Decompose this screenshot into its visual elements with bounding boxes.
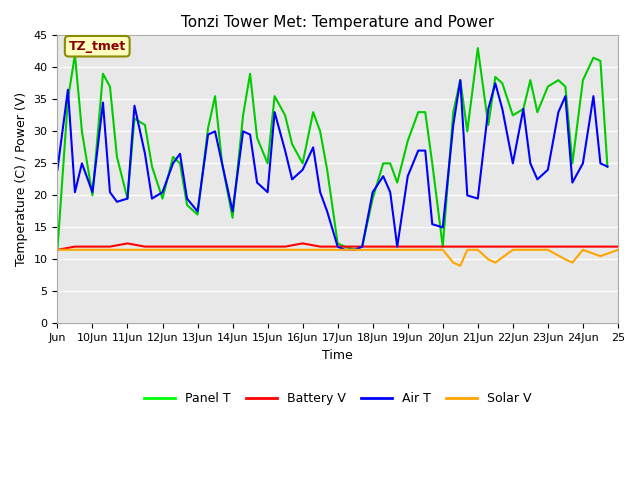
Battery V <box>176 244 184 250</box>
Solar V <box>124 247 131 252</box>
Battery V <box>316 244 324 250</box>
Panel T <box>54 247 61 252</box>
Battery V <box>404 244 412 250</box>
Panel T <box>323 167 331 173</box>
Battery V <box>544 244 552 250</box>
Solar V <box>194 247 202 252</box>
Solar V <box>299 247 307 252</box>
Solar V <box>334 247 342 252</box>
Battery V <box>54 247 61 252</box>
Battery V <box>334 244 342 250</box>
Solar V <box>369 247 376 252</box>
Battery V <box>561 244 569 250</box>
Air T <box>323 208 331 214</box>
Text: TZ_tmet: TZ_tmet <box>68 40 126 53</box>
Solar V <box>492 260 499 265</box>
Solar V <box>141 247 149 252</box>
Solar V <box>527 247 534 252</box>
Battery V <box>439 244 447 250</box>
Solar V <box>614 247 622 252</box>
Air T <box>54 167 61 173</box>
Solar V <box>404 247 412 252</box>
Solar V <box>579 247 587 252</box>
Solar V <box>106 247 114 252</box>
Solar V <box>88 247 96 252</box>
Battery V <box>71 244 79 250</box>
Solar V <box>351 247 359 252</box>
Battery V <box>351 244 359 250</box>
Battery V <box>159 244 166 250</box>
Air T <box>415 148 422 154</box>
Legend: Panel T, Battery V, Air T, Solar V: Panel T, Battery V, Air T, Solar V <box>139 387 536 410</box>
Panel T <box>358 244 366 250</box>
Line: Panel T: Panel T <box>58 48 607 250</box>
Air T <box>456 77 464 83</box>
Line: Air T: Air T <box>58 80 607 250</box>
Solar V <box>176 247 184 252</box>
Line: Solar V: Solar V <box>58 250 618 266</box>
Battery V <box>211 244 219 250</box>
Panel T <box>124 196 131 202</box>
Solar V <box>509 247 516 252</box>
Line: Battery V: Battery V <box>58 243 618 250</box>
Battery V <box>579 244 587 250</box>
Solar V <box>421 247 429 252</box>
Panel T <box>604 164 611 169</box>
Air T <box>282 148 289 154</box>
Solar V <box>282 247 289 252</box>
Title: Tonzi Tower Met: Temperature and Power: Tonzi Tower Met: Temperature and Power <box>181 15 494 30</box>
Air T <box>341 247 349 252</box>
Y-axis label: Temperature (C) / Power (V): Temperature (C) / Power (V) <box>15 92 28 266</box>
Air T <box>604 164 611 169</box>
Battery V <box>474 244 482 250</box>
Solar V <box>54 247 61 252</box>
Battery V <box>124 240 131 246</box>
Solar V <box>561 256 569 262</box>
Solar V <box>544 247 552 252</box>
Solar V <box>449 260 457 265</box>
Solar V <box>159 247 166 252</box>
Battery V <box>492 244 499 250</box>
Battery V <box>509 244 516 250</box>
Air T <box>421 148 429 154</box>
Solar V <box>568 260 576 265</box>
Battery V <box>299 240 307 246</box>
Battery V <box>527 244 534 250</box>
Battery V <box>614 244 622 250</box>
X-axis label: Time: Time <box>323 348 353 362</box>
Panel T <box>415 109 422 115</box>
Air T <box>124 196 131 202</box>
Solar V <box>456 263 464 269</box>
Solar V <box>211 247 219 252</box>
Battery V <box>228 244 236 250</box>
Panel T <box>282 112 289 118</box>
Battery V <box>264 244 271 250</box>
Battery V <box>141 244 149 250</box>
Solar V <box>264 247 271 252</box>
Battery V <box>194 244 202 250</box>
Solar V <box>474 247 482 252</box>
Battery V <box>88 244 96 250</box>
Solar V <box>228 247 236 252</box>
Solar V <box>596 253 604 259</box>
Battery V <box>596 244 604 250</box>
Battery V <box>369 244 376 250</box>
Battery V <box>106 244 114 250</box>
Battery V <box>387 244 394 250</box>
Air T <box>369 189 376 195</box>
Solar V <box>463 247 471 252</box>
Solar V <box>484 256 492 262</box>
Panel T <box>404 138 412 144</box>
Solar V <box>246 247 254 252</box>
Battery V <box>456 244 464 250</box>
Solar V <box>316 247 324 252</box>
Battery V <box>282 244 289 250</box>
Battery V <box>421 244 429 250</box>
Panel T <box>474 45 482 51</box>
Solar V <box>71 247 79 252</box>
Battery V <box>246 244 254 250</box>
Solar V <box>439 247 447 252</box>
Solar V <box>387 247 394 252</box>
